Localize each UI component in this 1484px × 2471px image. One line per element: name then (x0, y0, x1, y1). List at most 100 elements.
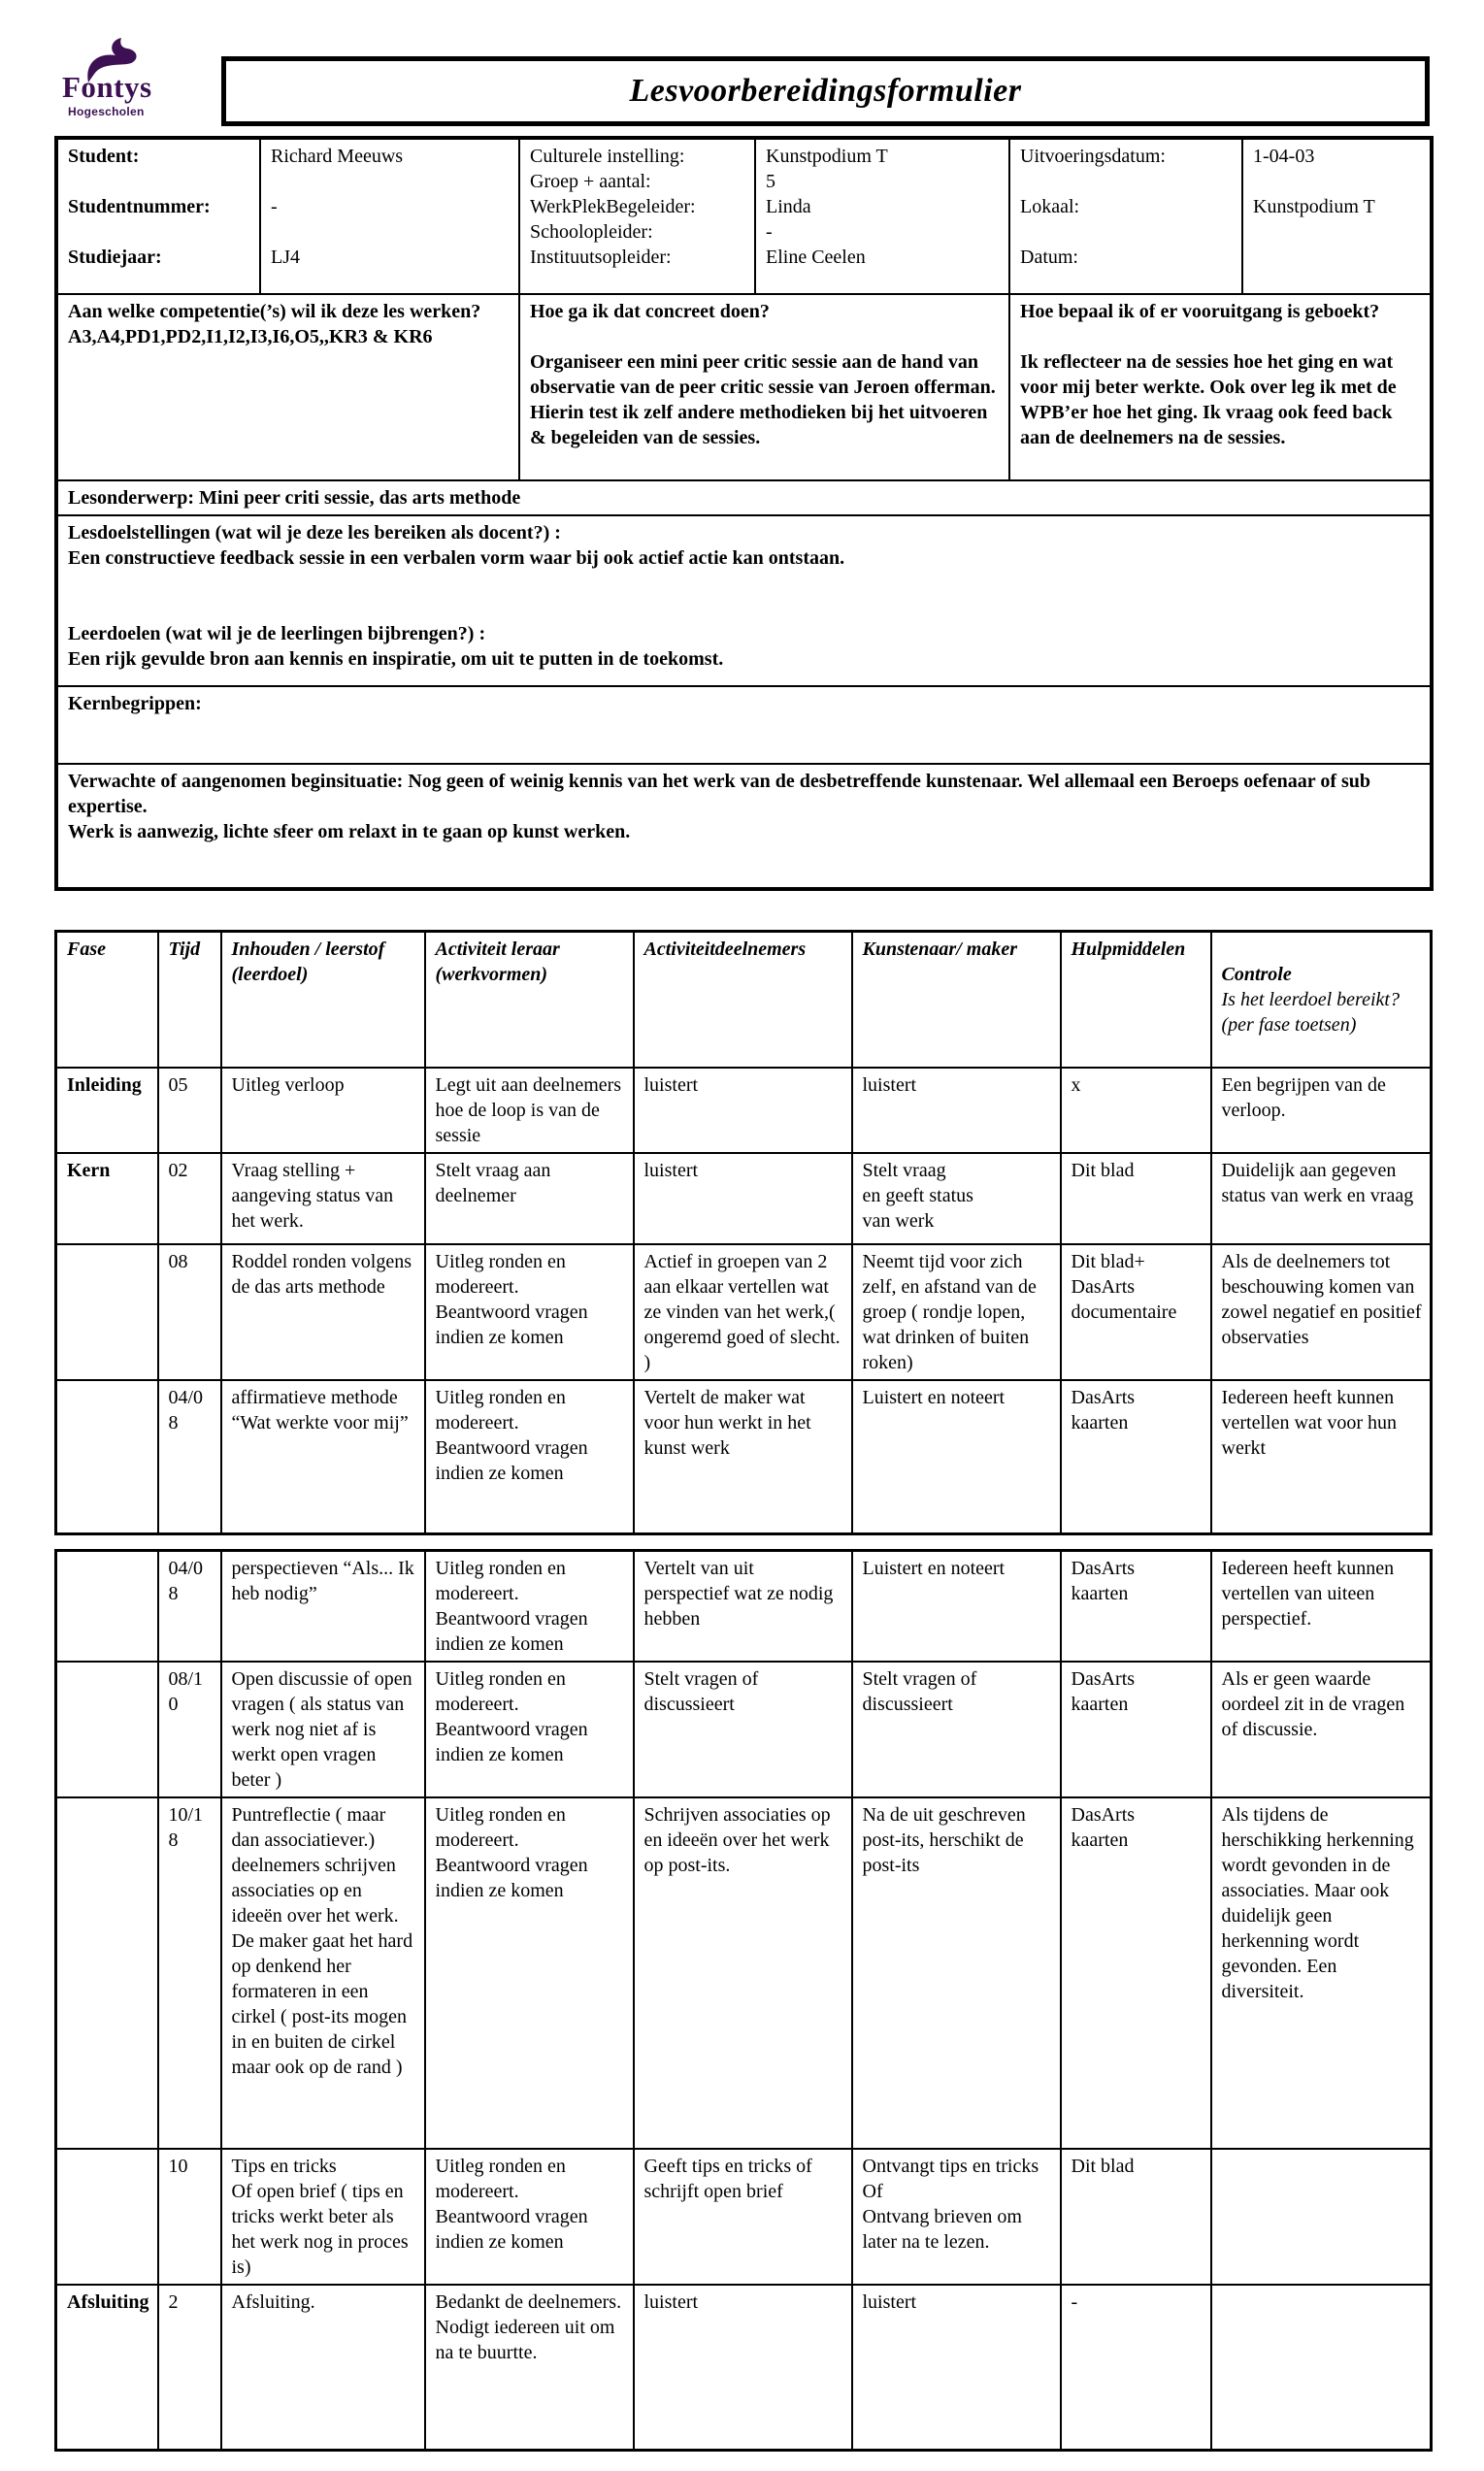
fontys-logo-wordmark: Fontys (62, 70, 152, 104)
student-labels-cell: Student: Studentnummer: Studiejaar: (55, 137, 261, 295)
controle-cell: Als er geen waarde oordeel zit in de vra… (1209, 1661, 1433, 1798)
inhouden-cell: Roddel ronden volgens de das arts method… (219, 1243, 426, 1381)
activiteit-deelnemers-cell: luistert (632, 1067, 853, 1154)
kunstenaar-cell: luistert (850, 2284, 1062, 2452)
tijd-cell: 04/08 (156, 1549, 222, 1663)
inhouden-cell: Puntreflectie ( maar dan associatiever.)… (219, 1796, 426, 2150)
fase-cell: Inleiding (54, 1067, 159, 1154)
fontys-logo: Fontys Hogescholen (54, 35, 221, 118)
inhouden-cell: Vraag stelling + aangeving status van he… (219, 1152, 426, 1245)
tijd-cell: 10 (156, 2148, 222, 2286)
kunstenaar-cell: Stelt vraag en geeft status van werk (850, 1152, 1062, 1245)
concrete-plan-cell: Hoe ga ik dat concreet doen? Organiseer … (518, 293, 1010, 481)
fase-cell (54, 2148, 159, 2286)
table-row: 10 Tips en tricks Of open brief ( tips e… (54, 2148, 1433, 2286)
table-row: 04/08 perspectieven “Als... Ik heb nodig… (54, 1549, 1433, 1663)
competence-row: Aan welke competentie(’s) wil ik deze le… (55, 293, 1433, 481)
fase-cell (54, 1379, 159, 1535)
kunstenaar-cell: Neemt tijd voor zich zelf, en afstand va… (850, 1243, 1062, 1381)
date-labels-cell: Uitvoeringsdatum: Lokaal: Datum: (1008, 137, 1243, 295)
tijd-cell: 10/18 (156, 1796, 222, 2150)
schedule-table-2: 04/08 perspectieven “Als... Ik heb nodig… (54, 1549, 1433, 2452)
table-row: 04/08 affirmatieve methode “Wat werkte v… (54, 1379, 1433, 1535)
tijd-cell: 02 (156, 1152, 222, 1245)
controle-cell: Iedereen heeft kunnen vertellen wat voor… (1209, 1379, 1433, 1535)
lesson-subject-cell: Lesonderwerp: Mini peer criti sessie, da… (55, 479, 1433, 516)
progress-check-cell: Hoe bepaal ik of er vooruitgang is geboe… (1008, 293, 1433, 481)
activiteit-deelnemers-cell: Vertelt de maker wat voor hun werkt in h… (632, 1379, 853, 1535)
activiteit-deelnemers-cell: Stelt vragen of discussieert (632, 1661, 853, 1798)
activiteit-leraar-cell: Legt uit aan deelnemers hoe de loop is v… (423, 1067, 635, 1154)
header-tijd: Tijd (156, 930, 222, 1069)
header-controle-title: Controle (1221, 964, 1292, 985)
activiteit-deelnemers-cell: luistert (632, 1152, 853, 1245)
hulpmiddelen-cell: - (1059, 2284, 1212, 2452)
fase-cell (54, 1549, 159, 1663)
activiteit-deelnemers-cell: Geeft tips en tricks of schrijft open br… (632, 2148, 853, 2286)
table-row: Inleiding 05 Uitleg verloop Legt uit aan… (54, 1067, 1433, 1154)
student-info-row: Student: Studentnummer: Studiejaar: Rich… (55, 137, 1433, 295)
activiteit-leraar-cell: Uitleg ronden en modereert. Beantwoord v… (423, 1379, 635, 1535)
inhouden-cell: perspectieven “Als... Ik heb nodig” (219, 1549, 426, 1663)
kunstenaar-cell: Ontvangt tips en tricks Of Ontvang briev… (850, 2148, 1062, 2286)
table-row: Afsluiting 2 Afsluiting. Bedankt de deel… (54, 2284, 1433, 2452)
tijd-cell: 04/08 (156, 1379, 222, 1535)
table-row: 10/18 Puntreflectie ( maar dan associati… (54, 1796, 1433, 2150)
fase-cell: Kern (54, 1152, 159, 1245)
activiteit-leraar-cell: Uitleg ronden en modereert. Beantwoord v… (423, 1549, 635, 1663)
activiteit-leraar-cell: Uitleg ronden en modereert. Beantwoord v… (423, 2148, 635, 2286)
activiteit-deelnemers-cell: Vertelt van uit perspectief wat ze nodig… (632, 1549, 853, 1663)
kunstenaar-cell: Luistert en noteert (850, 1379, 1062, 1535)
controle-cell: Een begrijpen van de verloop. (1209, 1067, 1433, 1154)
hulpmiddelen-cell: Dit blad (1059, 2148, 1212, 2286)
fontys-logo-subtitle: Hogescholen (68, 105, 145, 118)
fase-cell (54, 1796, 159, 2150)
inhouden-cell: Uitleg verloop (219, 1067, 426, 1154)
form-title-box: Lesvoorbereidingsformulier (221, 56, 1430, 126)
student-values-cell: Richard Meeuws - LJ4 (259, 137, 520, 295)
inhouden-cell: affirmatieve methode “Wat werkte voor mi… (219, 1379, 426, 1535)
kunstenaar-cell: Luistert en noteert (850, 1549, 1062, 1663)
header-controle-subtitle: Is het leerdoel bereikt? (per fase toets… (1221, 989, 1400, 1036)
header-fase: Fase (54, 930, 159, 1069)
schedule-table-1: Fase Tijd Inhouden / leerstof (leerdoel)… (54, 930, 1433, 1535)
hulpmiddelen-cell: DasArts kaarten (1059, 1549, 1212, 1663)
form-title: Lesvoorbereidingsformulier (629, 73, 1022, 109)
inhouden-cell: Afsluiting. (219, 2284, 426, 2452)
activiteit-deelnemers-cell: Schrijven associaties op en ideeën over … (632, 1796, 853, 2150)
header-hulpmiddelen: Hulpmiddelen (1059, 930, 1212, 1069)
activiteit-deelnemers-cell: Actief in groepen van 2 aan elkaar verte… (632, 1243, 853, 1381)
info-table: Student: Studentnummer: Studiejaar: Rich… (54, 136, 1434, 891)
org-labels-cell: Culturele instelling: Groep + aantal: We… (518, 137, 756, 295)
table-row: Kern 02 Vraag stelling + aangeving statu… (54, 1152, 1433, 1245)
table-row: 08/10 Open discussie of open vragen ( al… (54, 1661, 1433, 1798)
hulpmiddelen-cell: DasArts kaarten (1059, 1379, 1212, 1535)
kunstenaar-cell: Na de uit geschreven post-its, herschikt… (850, 1796, 1062, 2150)
fase-cell (54, 1243, 159, 1381)
kunstenaar-cell: Stelt vragen of discussieert (850, 1661, 1062, 1798)
table-row: 08 Roddel ronden volgens de das arts met… (54, 1243, 1433, 1381)
fase-cell: Afsluiting (54, 2284, 159, 2452)
fontys-swoosh-icon (87, 38, 137, 82)
goals-row: Lesdoelstellingen (wat wil je deze les b… (55, 514, 1433, 687)
inhouden-cell: Tips en tricks Of open brief ( tips en t… (219, 2148, 426, 2286)
lesson-subject-row: Lesonderwerp: Mini peer criti sessie, da… (55, 479, 1433, 516)
activiteit-leraar-cell: Bedankt de deelnemers. Nodigt iedereen u… (423, 2284, 635, 2452)
controle-cell: Als tijdens de herschikking herkenning w… (1209, 1796, 1433, 2150)
tijd-cell: 08 (156, 1243, 222, 1381)
activiteit-deelnemers-cell: luistert (632, 2284, 853, 2452)
core-concepts-cell: Kernbegrippen: (55, 685, 1433, 765)
header-activiteit-deelnemers: Activiteitdeelnemers (632, 930, 853, 1069)
controle-cell (1209, 2148, 1433, 2286)
page-header: Fontys Hogescholen Lesvoorbereidingsform… (54, 35, 1430, 126)
activiteit-leraar-cell: Uitleg ronden en modereert. Beantwoord v… (423, 1796, 635, 2150)
header-controle: Controle Is het leerdoel bereikt? (per f… (1209, 930, 1433, 1069)
controle-cell: Duidelijk aan gegeven status van werk en… (1209, 1152, 1433, 1245)
start-situation-cell: Verwachte of aangenomen beginsituatie: N… (55, 763, 1433, 890)
tijd-cell: 2 (156, 2284, 222, 2452)
start-situation-row: Verwachte of aangenomen beginsituatie: N… (55, 763, 1433, 890)
controle-cell: Iedereen heeft kunnen vertellen van uite… (1209, 1549, 1433, 1663)
fase-cell (54, 1661, 159, 1798)
date-values-cell: 1-04-03 Kunstpodium T (1241, 137, 1433, 295)
tijd-cell: 05 (156, 1067, 222, 1154)
